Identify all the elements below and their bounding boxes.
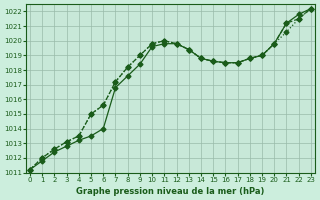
X-axis label: Graphe pression niveau de la mer (hPa): Graphe pression niveau de la mer (hPa) [76, 187, 265, 196]
